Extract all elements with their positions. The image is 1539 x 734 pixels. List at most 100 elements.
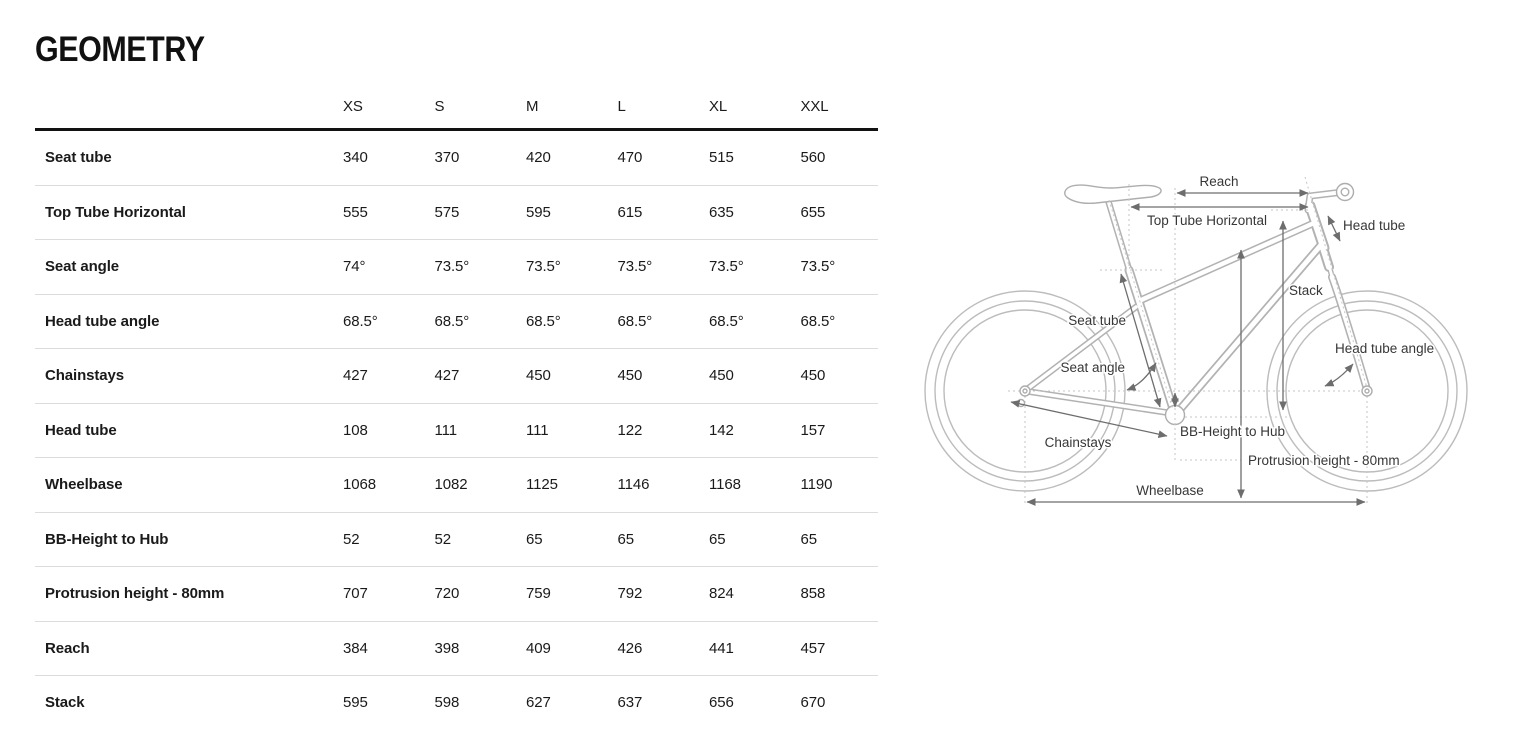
cell-value: 73.5° [800, 258, 836, 276]
table-row: Chainstays 427 427 450 450 450 450 [35, 349, 878, 404]
cell-value: 598 [434, 694, 460, 712]
row-label: Stack [45, 694, 85, 712]
cell-value: 450 [800, 367, 826, 385]
cell-value: 670 [800, 694, 826, 712]
cell-value: 65 [709, 530, 726, 548]
cell-value: 122 [617, 421, 643, 439]
cell-value: 615 [617, 203, 643, 221]
cell-value: 1068 [343, 476, 376, 494]
cell-value: 73.5° [709, 258, 744, 276]
cell-value: 398 [434, 639, 460, 657]
construction-lines [1008, 176, 1368, 506]
table-row: Head tube 108 111 111 122 142 157 [35, 404, 878, 458]
reach-label: Reach [1199, 174, 1238, 189]
cell-value: 427 [343, 367, 368, 385]
cell-value: 555 [343, 203, 368, 221]
cell-value: 73.5° [617, 258, 653, 276]
top-tube-horizontal-label: Top Tube Horizontal [1147, 213, 1267, 228]
cell-value: 1168 [709, 476, 741, 494]
rear-hub-axle [1022, 388, 1028, 394]
bike-geometry-diagram: Reach Top Tube Horizontal Head tube Stac… [915, 150, 1539, 545]
head-tube-label: Head tube [1343, 218, 1405, 233]
row-label: Chainstays [45, 367, 125, 385]
wheelbase-label: Wheelbase [1136, 483, 1204, 498]
cell-value: 635 [709, 203, 734, 221]
cell-value: 595 [343, 694, 368, 712]
cell-value: 627 [526, 694, 551, 712]
cell-value: 427 [434, 367, 460, 385]
cell-value: 409 [526, 639, 551, 657]
seat-tube-label: Seat tube [1068, 313, 1126, 328]
cell-value: 720 [434, 585, 460, 603]
cell-value: 142 [709, 421, 734, 439]
cell-value: 1146 [617, 476, 650, 494]
geometry-table-body: Seat tube 340 370 420 470 515 560 Top Tu… [35, 131, 878, 730]
cell-value: 73.5° [434, 258, 470, 276]
bike-diagram-svg: Reach Top Tube Horizontal Head tube Stac… [924, 173, 1468, 506]
size-column-header-xxl: XXL [800, 98, 829, 115]
cell-value: 65 [617, 530, 635, 548]
row-label: Head tube [45, 421, 117, 439]
cell-value: 457 [800, 639, 826, 657]
table-row: Head tube angle 68.5° 68.5° 68.5° 68.5° … [35, 295, 878, 349]
cell-value: 1125 [526, 476, 558, 494]
seat-angle-label: Seat angle [1060, 360, 1125, 375]
row-label: Head tube angle [45, 312, 160, 330]
cell-value: 792 [617, 585, 643, 603]
cell-value: 560 [800, 149, 826, 167]
seat-angle-arc [1126, 362, 1157, 391]
measurement-arrows [1010, 189, 1366, 506]
page-title: GEOMETRY [35, 30, 205, 69]
cell-value: 426 [617, 639, 643, 657]
size-column-header-xs: XS [343, 98, 363, 115]
table-row: Protrusion height - 80mm 707 720 759 792… [35, 567, 878, 622]
size-column-header-l: L [617, 98, 626, 115]
table-row: Top Tube Horizontal 555 575 595 615 635 … [35, 186, 878, 240]
cell-value: 637 [617, 694, 643, 712]
cell-value: 157 [800, 421, 826, 439]
cell-value: 111 [434, 421, 458, 439]
cell-value: 420 [526, 149, 551, 167]
cell-value: 65 [526, 530, 543, 548]
chainstays-arrow [1010, 400, 1168, 438]
size-column-header-s: S [434, 98, 445, 115]
row-label: Seat angle [45, 258, 120, 276]
cell-value: 450 [526, 367, 551, 385]
cell-value: 65 [800, 530, 818, 548]
table-row: Seat tube 340 370 420 470 515 560 [35, 131, 878, 186]
cell-value: 450 [709, 367, 734, 385]
cell-value: 858 [800, 585, 826, 603]
table-row: Reach 384 398 409 426 441 457 [35, 622, 878, 676]
cell-value: 441 [709, 639, 734, 657]
saddle [1064, 184, 1162, 204]
cell-value: 68.5° [800, 312, 836, 330]
cell-value: 656 [709, 694, 734, 712]
cell-value: 450 [617, 367, 643, 385]
front-hub-axle [1364, 388, 1370, 394]
stack-label: Stack [1289, 283, 1323, 298]
cell-value: 470 [617, 149, 643, 167]
cell-value: 370 [434, 149, 460, 167]
cell-value: 68.5° [709, 312, 744, 330]
cell-value: 68.5° [526, 312, 561, 330]
row-label: Reach [45, 639, 90, 657]
head-tube-angle-arc [1324, 363, 1354, 387]
size-header-row: XS S M L XL XXL [35, 85, 878, 131]
cell-value: 575 [434, 203, 460, 221]
cell-value: 52 [434, 530, 452, 548]
diagram-labels: Reach Top Tube Horizontal Head tube Stac… [1043, 173, 1435, 500]
cell-value: 655 [800, 203, 826, 221]
cell-value: 68.5° [343, 312, 378, 330]
row-label: BB-Height to Hub [45, 530, 169, 548]
protrusion-height-label: Protrusion height - 80mm [1248, 453, 1400, 468]
handlebar-grip-inner [1340, 187, 1350, 197]
cell-value: 68.5° [617, 312, 653, 330]
size-column-header-xl: XL [709, 98, 728, 115]
table-row: Seat angle 74° 73.5° 73.5° 73.5° 73.5° 7… [35, 240, 878, 295]
cell-value: 73.5° [526, 258, 561, 276]
cell-value: 515 [709, 149, 734, 167]
chainstays-label: Chainstays [1045, 435, 1112, 450]
cell-value: 595 [526, 203, 551, 221]
table-row: Stack 595 598 627 637 656 670 [35, 676, 878, 730]
cell-value: 759 [526, 585, 551, 603]
